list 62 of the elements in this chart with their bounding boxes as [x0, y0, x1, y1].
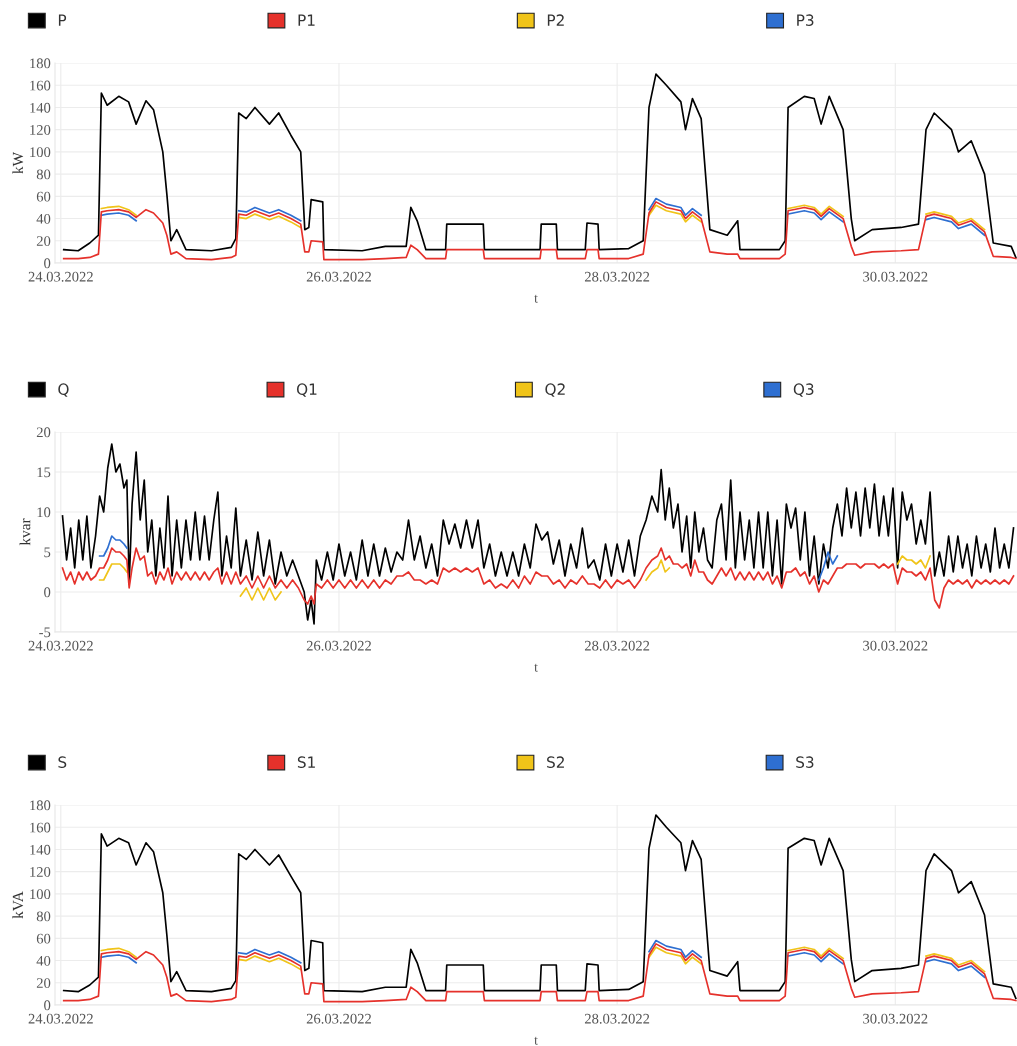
legend-label: P3: [797, 14, 814, 26]
x-tick-label: 26.03.2022: [306, 271, 371, 282]
y-tick-label: 120: [30, 125, 51, 135]
y-tick-label: 80: [36, 169, 51, 180]
x-axis-title: t: [534, 1036, 538, 1045]
legend-label: S2: [547, 756, 564, 768]
legend-label: Q: [58, 383, 69, 397]
y-tick-label: -5: [39, 627, 51, 638]
legend-label: P1: [298, 14, 315, 26]
line-series: [62, 814, 1017, 1000]
line-series: [62, 73, 1017, 259]
x-tick-label: 24.03.2022: [28, 271, 93, 282]
legend-label: S1: [297, 756, 315, 768]
y-tick-label: 20: [36, 978, 51, 988]
x-axis-title: t: [534, 294, 538, 303]
y-tick-label: 140: [30, 844, 51, 855]
line-series: [61, 547, 1015, 609]
y-tick-label: 5: [44, 547, 51, 558]
y-tick-label: 10: [37, 507, 51, 518]
y-tick-label: 20: [36, 427, 51, 438]
x-tick-label: 30.03.2022: [863, 271, 928, 282]
y-tick-label: 160: [30, 80, 51, 91]
x-tick-label: 30.03.2022: [863, 640, 928, 651]
x-tick-label: 28.03.2022: [584, 1013, 650, 1024]
legend-label: S: [58, 756, 67, 768]
line-series: [62, 201, 1017, 261]
x-tick-label: 28.03.2022: [584, 640, 650, 651]
y-tick-label: 180: [30, 58, 51, 69]
legend-label: S3: [796, 756, 814, 768]
legend-label: Q2: [545, 383, 565, 397]
y-tick-label: 40: [36, 213, 51, 224]
x-tick-label: 24.03.2022: [28, 1013, 93, 1024]
x-tick-label: 26.03.2022: [306, 1013, 371, 1024]
legend-label: Q1: [296, 383, 317, 397]
x-tick-label: 28.03.2022: [584, 271, 650, 282]
y-tick-label: 160: [30, 822, 51, 833]
legend-label: P2: [547, 14, 564, 26]
legend-label: P: [58, 14, 67, 26]
x-axis-title: t: [534, 663, 538, 672]
y-tick-label: 0: [44, 1000, 51, 1011]
y-tick-label: 180: [30, 800, 51, 811]
y-axis-title: kvar: [19, 518, 31, 546]
legend-label: Q3: [793, 383, 814, 397]
y-tick-label: 60: [36, 191, 51, 202]
y-tick-label: 100: [30, 889, 51, 900]
y-tick-label: 0: [44, 258, 51, 269]
x-tick-label: 30.03.2022: [863, 1013, 928, 1024]
y-tick-label: 80: [36, 911, 51, 922]
y-tick-label: 15: [37, 467, 51, 478]
y-axis-title: kW: [12, 152, 24, 174]
y-tick-label: 120: [30, 867, 51, 877]
y-axis-title: kVA: [12, 891, 24, 919]
y-tick-label: 60: [36, 933, 51, 944]
line-series: [62, 943, 1017, 1003]
y-tick-label: 100: [30, 147, 51, 158]
line-series: [61, 443, 1015, 625]
y-tick-label: 140: [30, 102, 51, 113]
y-tick-label: 20: [36, 236, 51, 246]
x-tick-label: 24.03.2022: [28, 640, 93, 651]
y-tick-label: 0: [44, 587, 51, 598]
x-tick-label: 26.03.2022: [306, 640, 371, 651]
y-tick-label: 40: [36, 955, 51, 966]
